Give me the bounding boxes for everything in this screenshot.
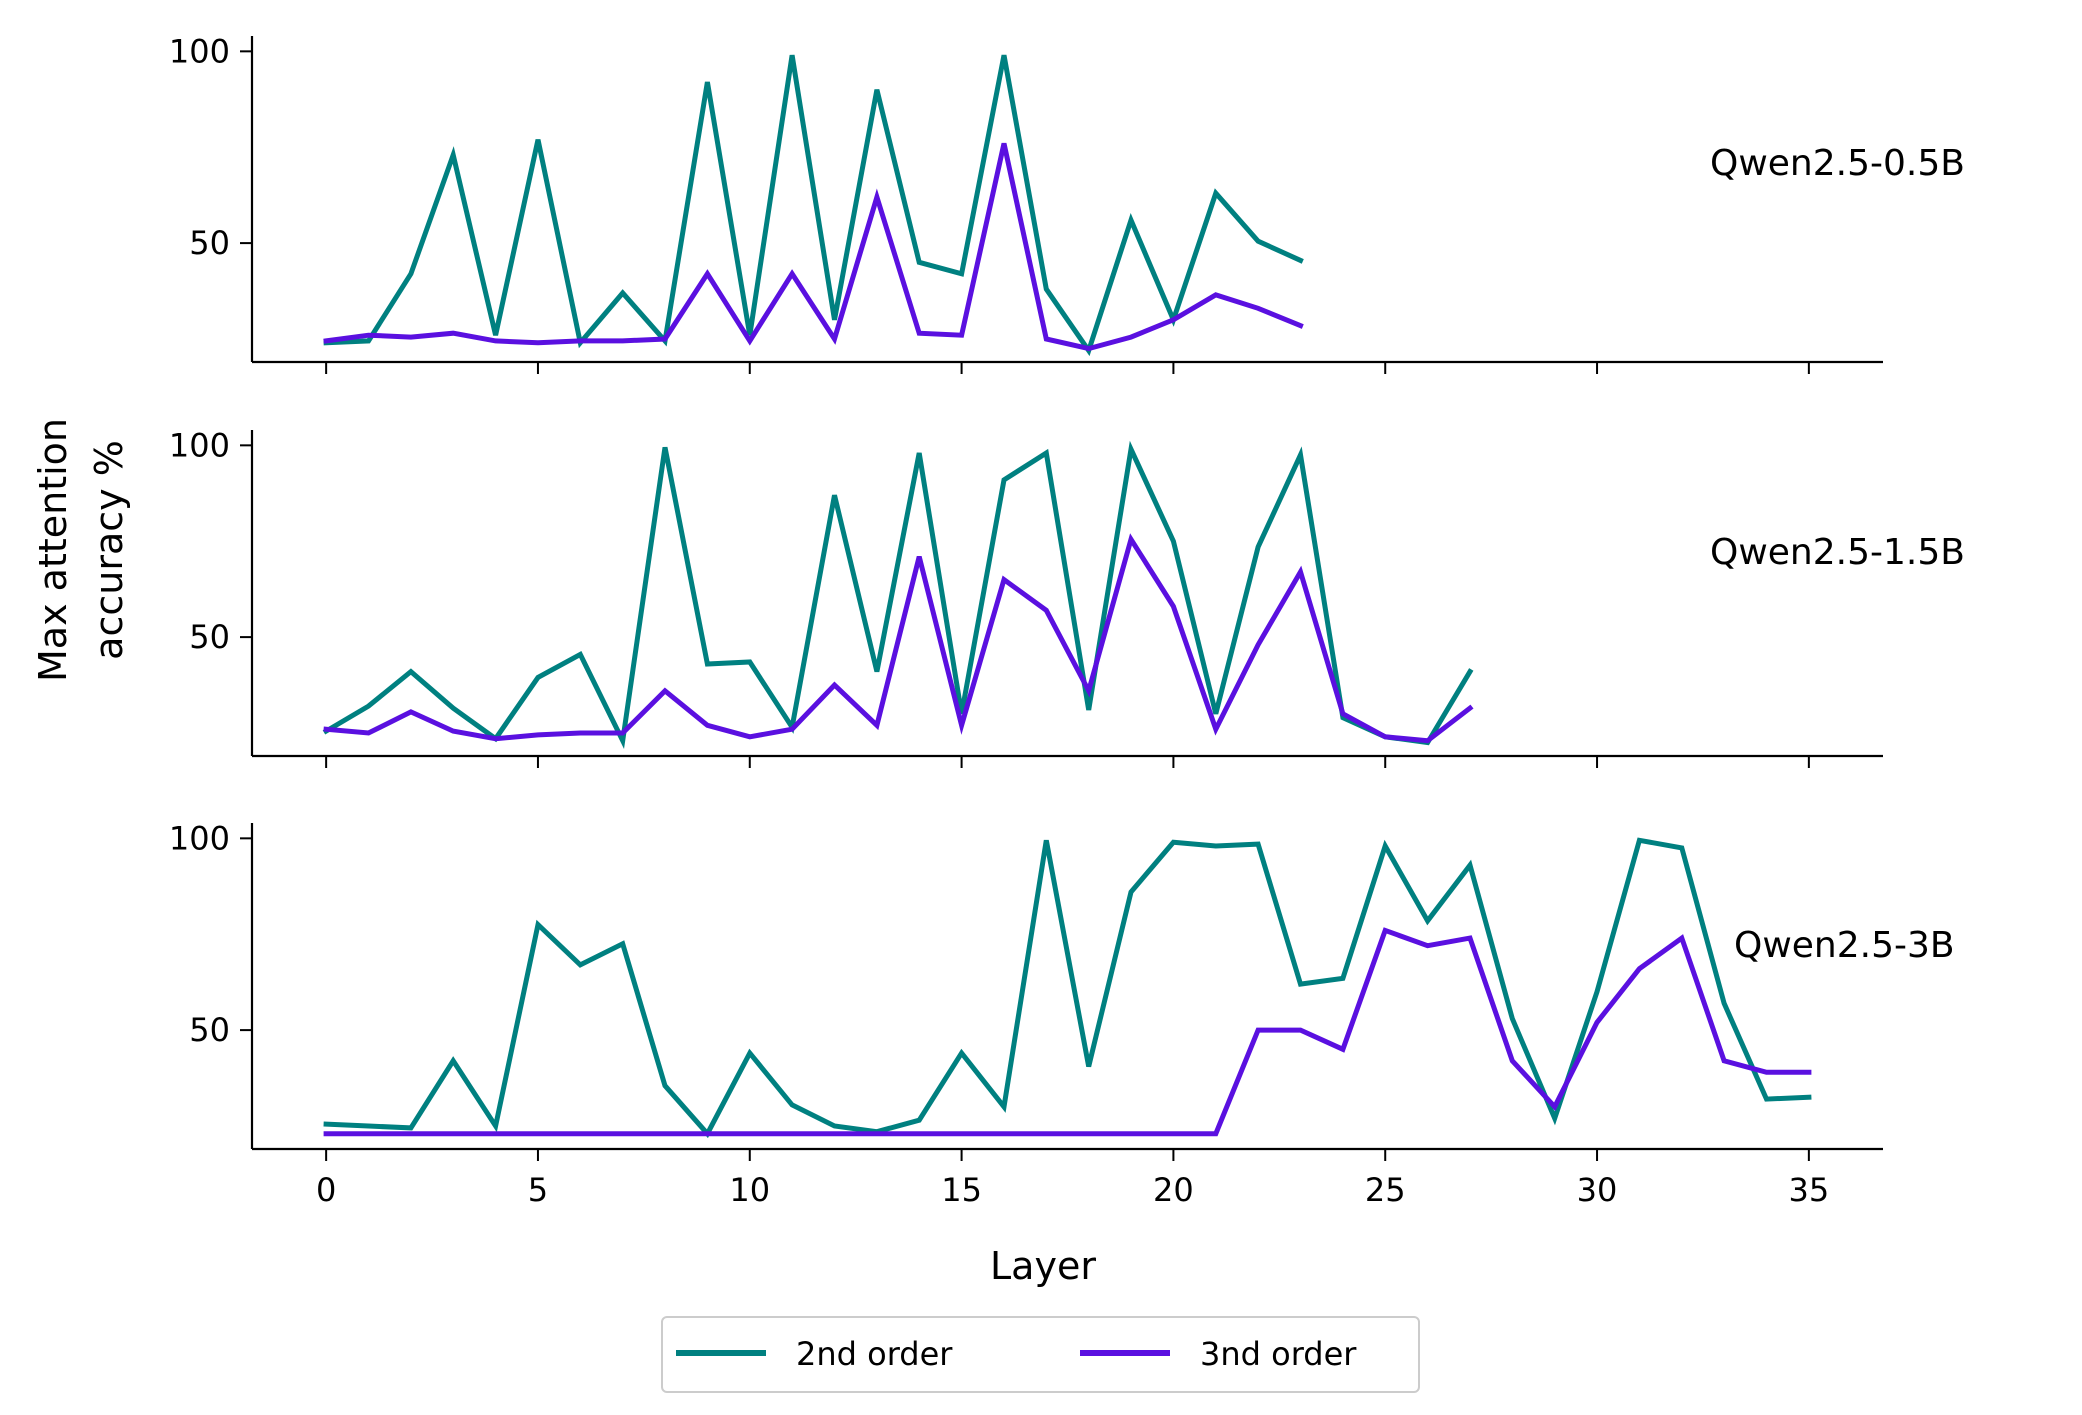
x-tick-label: 5 (528, 1171, 548, 1209)
y-tick-label: 100 (169, 819, 230, 857)
x-tick-label: 35 (1789, 1171, 1830, 1209)
x-tick-label: 10 (729, 1171, 770, 1209)
y-tick-label: 50 (189, 1011, 230, 1049)
panel-label-qwen2-5-1-5b: Qwen2.5-1.5B (1710, 532, 1965, 573)
x-axis-title: Layer (990, 1244, 1096, 1288)
legend-label-2nd-order: 2nd order (796, 1335, 953, 1373)
panel-qwen2-5-1-5b: 50 100 Qwen2.5-1.5B (169, 426, 1965, 768)
y-axis-title-line-2: accuracy % (87, 440, 131, 660)
series-line-2nd-order-qwen2-5-0-5b (323, 54, 1304, 357)
y-tick-label: 50 (189, 224, 230, 262)
x-tick-label: 30 (1577, 1171, 1618, 1209)
chart-panels: 50 100 Qwen2.5-0.5B 50 100 Qwen2.5-1.5B 50 100 0… (169, 32, 1965, 1209)
panel-qwen2-5-3b: 50 100 0 5 10 15 20 25 30 35 Qwen2.5-3B (169, 819, 1955, 1209)
legend: 2nd order 3nd order (661, 1316, 1420, 1393)
x-tick-label: 25 (1365, 1171, 1406, 1209)
x-tick-label: 15 (941, 1171, 982, 1209)
legend-frame (661, 1316, 1420, 1393)
x-tick-label: 20 (1153, 1171, 1194, 1209)
panel-label-qwen2-5-3b: Qwen2.5-3B (1734, 925, 1955, 966)
series-line-2nd-order-qwen2-5-3b (323, 837, 1812, 1139)
y-tick-label: 50 (189, 618, 230, 656)
series-line-2nd-order-qwen2-5-1-5b (322, 440, 1474, 750)
panel-qwen2-5-0-5b: 50 100 Qwen2.5-0.5B (169, 32, 1965, 374)
series-line-3nd-order-qwen2-5-3b (323, 927, 1812, 1137)
series-line-3nd-order-qwen2-5-0-5b (323, 142, 1304, 352)
y-axis-title-line-1: Max attention (31, 418, 75, 682)
y-tick-label: 100 (169, 32, 230, 70)
series-line-3nd-order-qwen2-5-1-5b (323, 533, 1474, 744)
x-tick-label: 0 (316, 1171, 336, 1209)
panel-label-qwen2-5-0-5b: Qwen2.5-0.5B (1710, 143, 1965, 184)
legend-label-3nd-order: 3nd order (1200, 1335, 1357, 1373)
y-axis-title: Max attention accuracy % (31, 418, 131, 682)
y-tick-label: 100 (169, 426, 230, 464)
